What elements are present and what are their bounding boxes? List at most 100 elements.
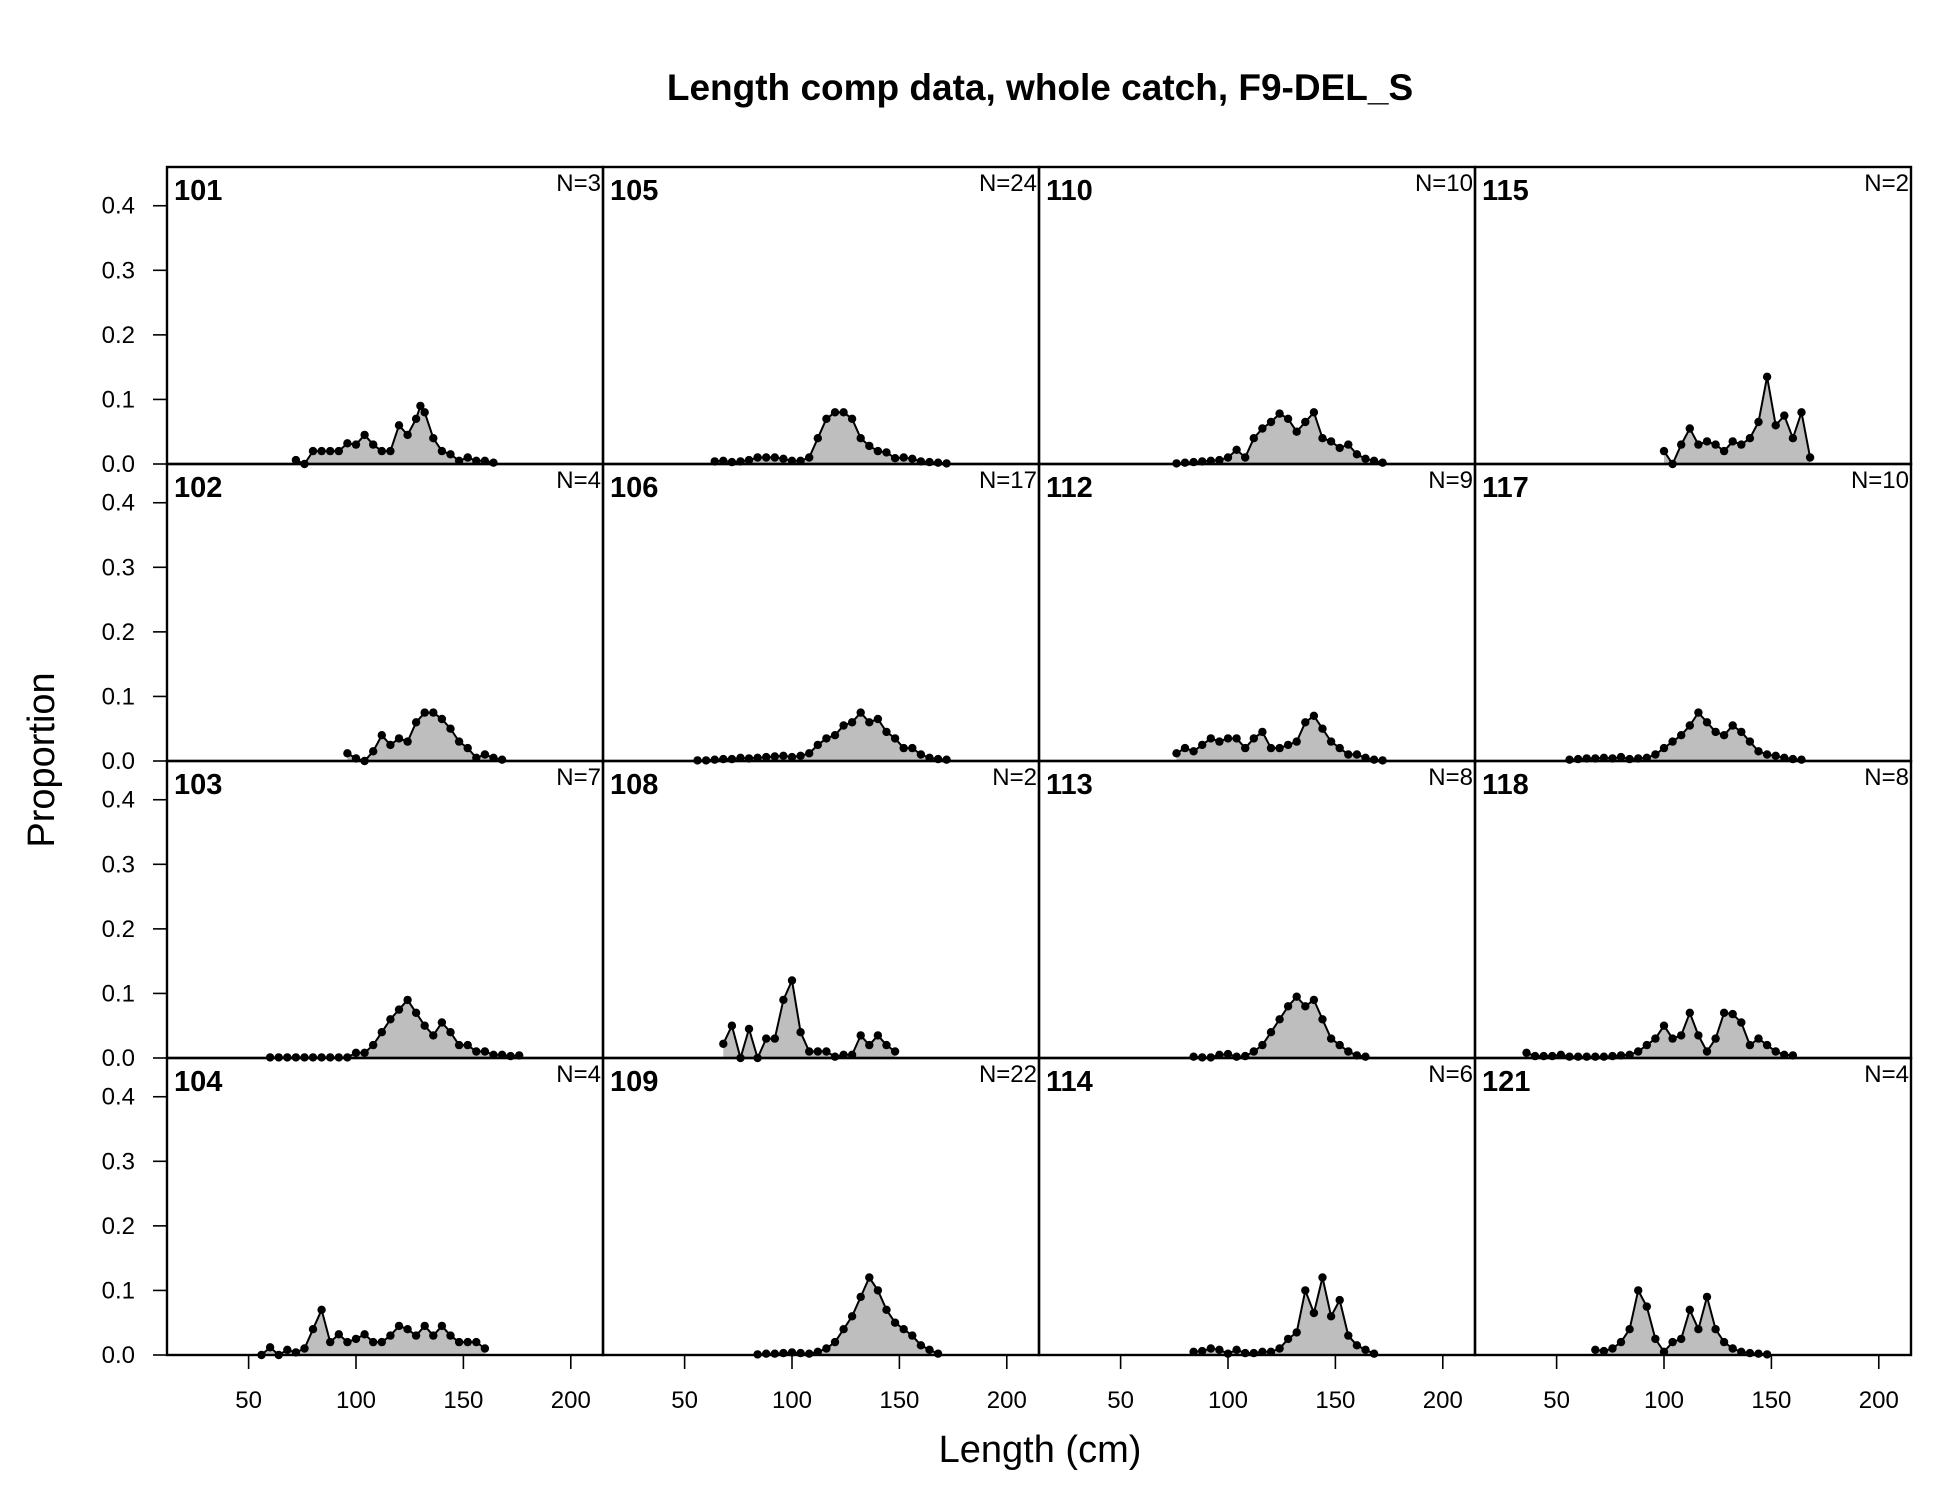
data-point [480,750,490,759]
data-point [386,446,395,456]
data-point [1301,417,1310,427]
data-point [454,1337,464,1347]
panel-sample-size: N=3 [556,170,601,197]
data-point [394,1321,404,1331]
data-point [411,718,421,727]
panel-sample-size: N=24 [979,170,1037,197]
data-point [796,1028,805,1037]
data-point [813,434,822,443]
data-point [1335,743,1344,753]
x-tick-label: 150 [1751,1387,1791,1414]
panel-frame [165,759,605,1060]
data-point [317,1305,326,1315]
data-point [472,1047,481,1056]
data-point [865,1273,874,1282]
data-point [839,1325,848,1334]
panel-sample-size: N=22 [979,1061,1037,1088]
data-point [873,446,883,456]
data-point [1292,427,1301,436]
data-point [1762,372,1772,381]
data-point [377,446,386,456]
data-point [847,1312,857,1321]
data-point [1728,1344,1737,1353]
x-tick-label: 100 [336,1387,376,1414]
data-point [446,1331,455,1340]
data-point [1318,1273,1327,1282]
data-point [1275,1015,1284,1024]
data-point [480,1047,490,1056]
data-point [1745,434,1755,443]
data-point [446,450,455,459]
data-point [308,1325,318,1334]
data-point [1754,417,1763,427]
panel-109: 109 N=22 50 100 150 200 [601,1056,1041,1414]
area-110 [1176,412,1383,464]
series-line-109 [757,1275,939,1356]
panel-grid: 101 N=3 0.0 0.1 0.2 0.3 0.4 102 N=4 0.0 0.1 0.2 0.3 0… [102,165,1913,1414]
data-point [1361,1345,1370,1355]
series-line-114 [1193,1277,1375,1355]
panel-105: 105 N=24 [601,165,1041,468]
data-point [770,1349,779,1358]
data-point [265,1343,275,1352]
data-point [1232,734,1241,743]
data-point [787,752,797,762]
data-point [890,454,900,463]
series-line-117 [1569,710,1802,761]
data-point [873,714,883,724]
panel-label: 104 [174,1066,222,1098]
data-point [1344,440,1353,449]
data-point [805,453,814,462]
panel-label: 105 [610,175,658,207]
y-tick-label: 0.1 [102,980,135,1007]
panel-label: 113 [1046,769,1093,801]
data-point [1309,1308,1319,1318]
data-point [334,446,343,456]
data-point [437,1018,447,1027]
data-point [1702,1047,1712,1056]
panel-114: 114 N=6 50 100 150 200 [1037,1056,1477,1414]
data-point [1599,1052,1609,1061]
data-point [1728,721,1737,730]
data-point [1668,1337,1677,1347]
data-point [1668,1034,1677,1043]
data-point [899,1325,908,1334]
data-point [856,1292,865,1302]
data-point [1215,1345,1224,1355]
data-point [830,1337,840,1347]
y-tick-label: 0.0 [102,748,135,775]
data-point [1788,434,1798,443]
area-112 [1176,715,1383,761]
data-point [1309,408,1319,417]
data-point [744,1024,754,1034]
data-point [1180,458,1190,467]
y-tick-label: 0.2 [102,619,135,646]
data-point [1608,1344,1617,1353]
panel-label: 101 [174,175,222,207]
x-tick-label: 150 [1315,1387,1355,1414]
data-point [429,708,438,717]
data-point [744,455,754,465]
data-point [1249,734,1259,743]
data-point [1344,1331,1353,1340]
data-point [1668,737,1677,746]
data-point [1565,1052,1574,1061]
data-point [1275,409,1284,418]
x-tick-label: 50 [235,1387,262,1414]
data-point [1745,1040,1755,1050]
data-point [933,1349,943,1358]
data-point [317,446,326,456]
data-point [463,1337,472,1347]
data-point [1711,1034,1720,1043]
data-point [283,1345,292,1355]
data-point [865,441,874,451]
data-point [1258,727,1267,737]
data-point [1301,718,1310,727]
panel-sample-size: N=9 [1428,467,1473,494]
data-point [1189,1052,1198,1061]
data-point [1728,437,1737,446]
data-point [343,1337,352,1347]
y-tick-label: 0.3 [102,257,135,284]
area-102 [347,712,503,761]
data-point [420,1321,429,1331]
